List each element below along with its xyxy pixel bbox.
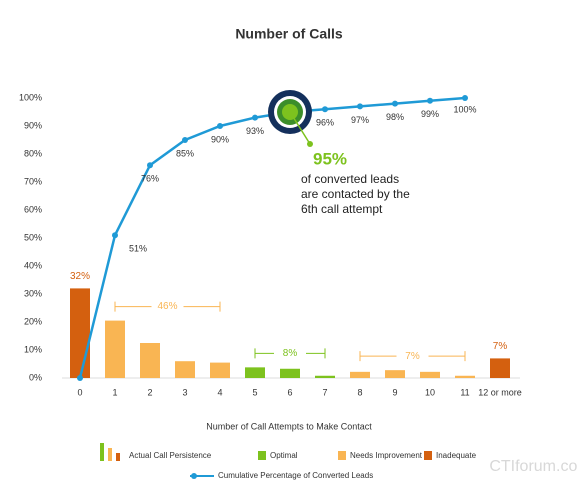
callout-dot: [307, 141, 313, 147]
y-tick-label: 60%: [24, 204, 42, 214]
x-tick-label: 0: [77, 387, 82, 397]
line-point: [112, 232, 118, 239]
bar: [245, 367, 265, 378]
line-value-label: 100%: [453, 104, 476, 114]
line-point: [322, 106, 328, 113]
x-tick-label: 1: [112, 387, 117, 397]
line-value-label: 96%: [316, 118, 334, 128]
callout-value: 95%: [313, 149, 347, 168]
x-tick-label: 11: [460, 387, 469, 397]
line-value-label: 97%: [351, 115, 369, 125]
legend-swatch: [100, 443, 104, 461]
callout-text: 6th call attempt: [301, 202, 383, 216]
line-value-label: 90%: [211, 134, 229, 144]
x-axis-label: Number of Call Attempts to Make Contact: [206, 421, 372, 431]
y-tick-label: 0%: [29, 372, 42, 382]
bar-value-label: 7%: [493, 341, 508, 352]
legend-swatch: [338, 451, 346, 460]
line-point: [77, 375, 83, 381]
x-tick-label: 7: [322, 387, 327, 397]
line-value-label: 93%: [246, 126, 264, 136]
line-value-label: 85%: [176, 148, 194, 158]
watermark: CTIforum.com: [489, 458, 578, 475]
line-value-label: 98%: [386, 112, 404, 122]
callout-line: [289, 111, 311, 145]
y-tick-label: 80%: [24, 148, 42, 158]
x-tick-label: 6: [287, 387, 292, 397]
x-tick-label: 2: [147, 387, 152, 397]
callout-text: of converted leads: [301, 172, 399, 186]
bar-value-label: 32%: [70, 271, 90, 282]
line-value-label: 76%: [141, 174, 159, 184]
legend-swatch: [108, 448, 112, 461]
y-tick-label: 70%: [24, 176, 42, 186]
line-point: [252, 114, 258, 121]
bar: [105, 320, 125, 378]
line: [78, 96, 466, 379]
bar: [420, 371, 440, 378]
y-tick-label: 90%: [24, 120, 42, 130]
line-point: [462, 95, 468, 101]
bar: [350, 371, 370, 378]
x-tick-label: 10: [425, 387, 435, 397]
x-tick-label: 9: [392, 387, 397, 397]
legend-label: Actual Call Persistence: [129, 451, 212, 460]
bar: [315, 375, 335, 378]
legend-point: [191, 473, 197, 479]
y-tick-label: 50%: [24, 232, 42, 242]
y-tick-label: 30%: [24, 288, 42, 298]
y-tick-label: 100%: [19, 92, 42, 102]
bar: [490, 358, 510, 378]
bar: [455, 375, 475, 378]
y-tick-label: 10%: [24, 344, 42, 354]
legend-swatch: [258, 451, 266, 460]
bar: [70, 288, 90, 378]
legend-label: Inadequate: [436, 451, 477, 460]
bar: [280, 368, 300, 378]
y-tick-label: 20%: [24, 316, 42, 326]
bar: [140, 343, 160, 378]
x-tick-label: 5: [252, 387, 257, 397]
x-tick-label: 3: [182, 387, 187, 397]
line-point: [217, 123, 223, 129]
bar: [210, 362, 230, 378]
line-value-label: 51%: [129, 244, 147, 254]
callout-text: are contacted by the: [301, 187, 410, 201]
x-tick-label: 4: [217, 387, 222, 397]
line-value-label: 99%: [421, 109, 439, 119]
line-point: [357, 103, 363, 110]
x-tick-label: 12 or more: [478, 387, 522, 397]
line-point: [427, 97, 433, 104]
bracket-label: 8%: [283, 348, 298, 359]
legend-label: Optimal: [270, 451, 298, 460]
legend-swatch: [424, 451, 432, 460]
line-point: [182, 137, 188, 143]
x-tick-label: 8: [357, 387, 362, 397]
line-point: [392, 100, 398, 107]
bracket-label: 7%: [405, 351, 420, 362]
legend-label: Cumulative Percentage of Converted Leads: [218, 471, 373, 480]
bracket-label: 46%: [157, 301, 177, 312]
chart-title: Number of Calls: [235, 26, 343, 42]
legend-label: Needs Improvement: [350, 451, 423, 460]
line-point: [147, 162, 153, 169]
bar: [385, 370, 405, 378]
bar: [175, 361, 195, 378]
y-tick-label: 40%: [24, 260, 42, 270]
legend-swatch: [116, 453, 120, 461]
